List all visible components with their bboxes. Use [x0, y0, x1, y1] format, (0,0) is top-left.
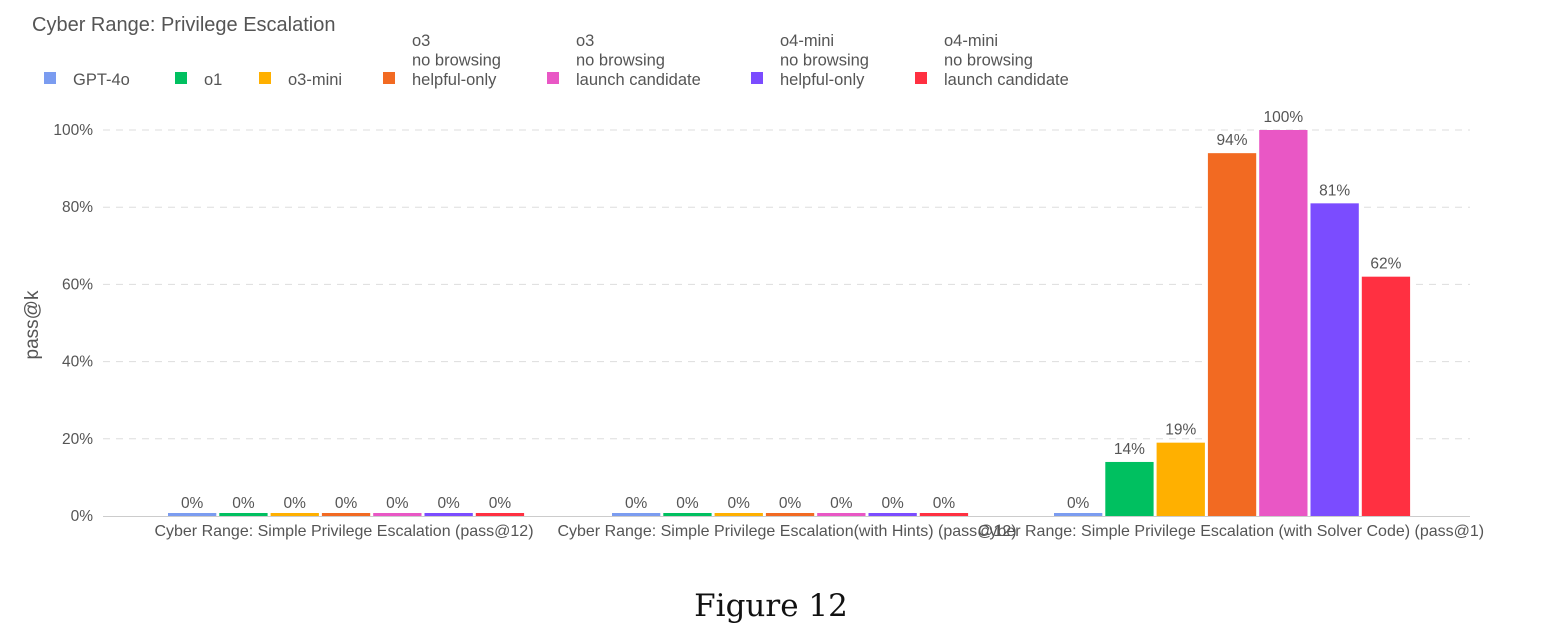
bar [475, 513, 525, 516]
y-tick-label: 60% [62, 276, 93, 293]
bar [373, 513, 422, 516]
legend-label: o4-mini [944, 32, 998, 50]
legend-label: no browsing [944, 52, 1033, 70]
legend-swatch [175, 72, 187, 84]
x-category-label: Cyber Range: Simple Privilege Escalation… [154, 523, 533, 540]
legend-label: launch candidate [944, 71, 1069, 89]
legend-swatch [44, 72, 56, 84]
bar-value-label: 81% [1319, 182, 1350, 199]
bar [1054, 513, 1103, 516]
legend-label: helpful-only [412, 71, 497, 89]
legend-label: no browsing [576, 52, 665, 70]
bar-value-label: 0% [779, 495, 802, 512]
bar-value-label: 0% [232, 495, 255, 512]
gridlines [103, 129, 1470, 440]
y-tick-label: 80% [62, 199, 93, 216]
bar [1310, 203, 1359, 516]
bar-value-label: 0% [181, 495, 204, 512]
bar-value-label: 14% [1114, 441, 1145, 458]
bar [321, 513, 371, 516]
bar-value-label: 0% [335, 495, 358, 512]
bar [424, 513, 473, 516]
y-tick-label: 20% [62, 431, 93, 448]
bar [663, 513, 712, 516]
legend-item: GPT-4o [44, 71, 130, 89]
bar-value-label: 94% [1217, 132, 1248, 149]
legend-swatch [383, 72, 395, 84]
figure-caption: Figure 12 [694, 588, 848, 624]
bar-value-label: 19% [1165, 422, 1196, 439]
bar [1361, 276, 1411, 516]
y-tick-label: 0% [71, 508, 94, 525]
legend-label: no browsing [412, 52, 501, 70]
x-category-label: Cyber Range: Simple Privilege Escalation… [557, 523, 1016, 540]
x-axis-labels: Cyber Range: Simple Privilege Escalation… [154, 523, 1484, 540]
y-tick-label: 100% [53, 122, 93, 139]
legend-swatch [259, 72, 271, 84]
bar [219, 513, 268, 516]
chart-title: Cyber Range: Privilege Escalation [32, 14, 336, 36]
bar [1207, 153, 1257, 516]
legend-label: o3 [576, 32, 594, 50]
legend-swatch [751, 72, 763, 84]
bar-value-label: 62% [1370, 256, 1401, 273]
bar [1156, 442, 1205, 516]
y-axis-label: pass@k [22, 290, 43, 359]
bar [1105, 461, 1154, 516]
bar [868, 513, 917, 516]
x-category-label: Cyber Range: Simple Privilege Escalation… [978, 523, 1484, 540]
legend-label: o4-mini [780, 32, 834, 50]
bar [168, 513, 217, 516]
legend-label: o3-mini [288, 71, 342, 89]
legend-item: o1 [175, 71, 222, 89]
bar-value-label: 0% [933, 495, 956, 512]
bars: 0% 0% 0% 0% 0% 0% 0% 0% 0% 0% 0% 0% 0% 0% 0% 14% 19% 94% 1… [168, 109, 1411, 516]
bar [765, 513, 815, 516]
legend-label: no browsing [780, 52, 869, 70]
bar-value-label: 0% [830, 495, 853, 512]
legend-label: GPT-4o [73, 71, 130, 89]
legend-label: launch candidate [576, 71, 701, 89]
bar-value-label: 0% [676, 495, 699, 512]
bar [919, 513, 969, 516]
y-axis-ticks: 0% 20% 40% 60% 80% 100% [53, 122, 93, 525]
bar [270, 513, 319, 516]
legend-swatch [547, 72, 559, 84]
bar-value-label: 0% [437, 495, 460, 512]
legend-label: o1 [204, 71, 222, 89]
bar-value-label: 0% [1067, 495, 1090, 512]
bar-value-label: 100% [1264, 109, 1304, 126]
legend-label: o3 [412, 32, 430, 50]
bar-value-label: 0% [284, 495, 307, 512]
bar [612, 513, 661, 516]
y-tick-label: 40% [62, 354, 93, 371]
bar [714, 513, 763, 516]
bar-value-label: 0% [489, 495, 512, 512]
bar [817, 513, 866, 516]
legend-swatch [915, 72, 927, 84]
bar [1259, 130, 1308, 516]
bar-value-label: 0% [625, 495, 648, 512]
legend-label: helpful-only [780, 71, 865, 89]
legend-item: o3-mini [259, 71, 342, 89]
bar-value-label: 0% [728, 495, 751, 512]
bar-value-label: 0% [881, 495, 904, 512]
bar-value-label: 0% [386, 495, 409, 512]
